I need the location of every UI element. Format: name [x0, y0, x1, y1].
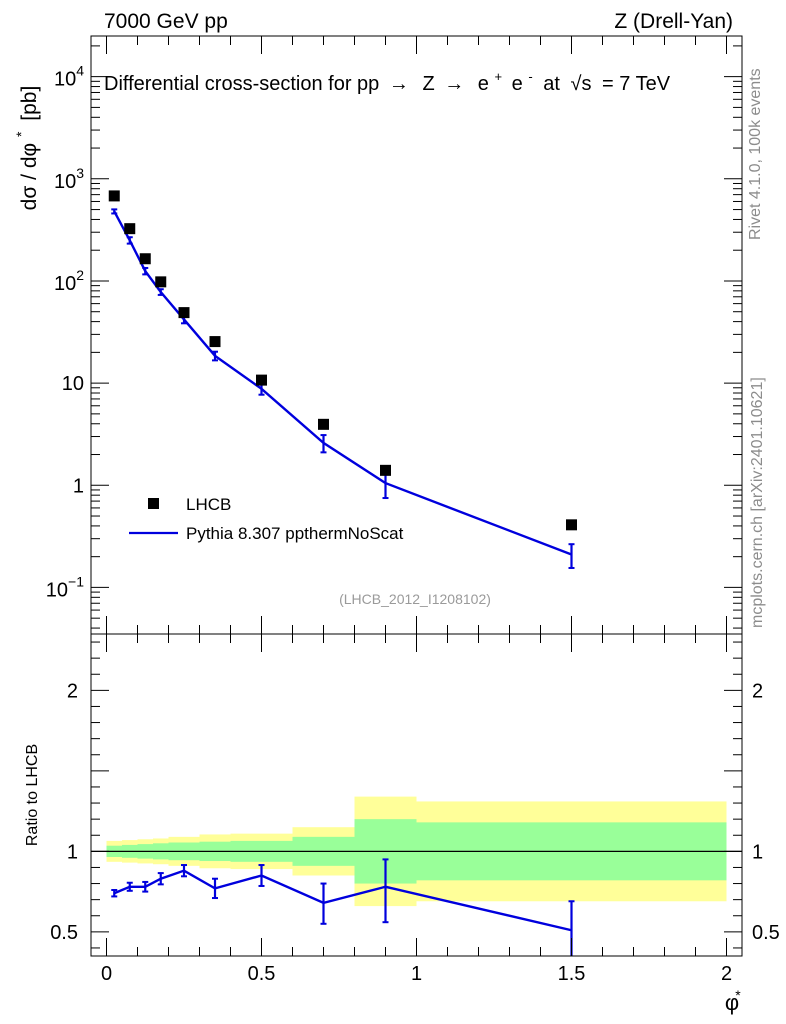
ratio-y-tick-label-right: 2	[752, 680, 763, 702]
ratio-y-tick-label-left: 1	[67, 841, 78, 863]
ratio-mc-curve	[113, 869, 572, 932]
main-y-tick-label: 104	[54, 63, 84, 91]
main-y-tick-label: 10	[62, 373, 84, 395]
main-y-tick-label: 102	[54, 267, 84, 295]
ratio-panel: 0.5 0.5 1 1 2 2 0 0.5 1 1.5 2 Ratio to LHCB φ *	[24, 633, 780, 1015]
title-positron: e	[512, 73, 523, 95]
main-y-tick-base: 10	[54, 171, 76, 193]
ratio-y-tick-label-right: 0.5	[752, 922, 780, 944]
main-frame	[90, 35, 743, 635]
plot-title: Differential cross-section for pp → Z → …	[104, 64, 671, 95]
analysis-watermark: (LHCB_2012_I1208102)	[339, 591, 491, 607]
data-point	[380, 464, 391, 476]
main-y-tick-label: 10−1	[46, 573, 84, 601]
main-y-tick-base: 10	[46, 579, 68, 601]
main-y-tick-label: 103	[54, 165, 84, 193]
main-y-tick-base: 10	[54, 273, 76, 295]
y-label-unit: [pb]	[18, 86, 41, 121]
data-point	[318, 418, 329, 430]
data-point	[209, 336, 221, 348]
ratio-x-tick-label: 1.5	[558, 963, 586, 985]
energy-label: 7000 GeV pp	[104, 10, 228, 33]
main-y-tick-exponent: 4	[76, 63, 84, 79]
rivet-version-label: Rivet 4.1.0, 100k events	[747, 68, 764, 240]
ratio-x-tick-label: 0	[101, 963, 112, 985]
main-y-tick-exponent: −1	[68, 573, 84, 589]
title-main: Differential cross-section for pp	[104, 73, 379, 95]
legend-mc-label: Pythia 8.307 ppthermNoScat	[186, 524, 404, 543]
title-electron: e	[478, 73, 489, 95]
ratio-y-tick-label-right: 1	[752, 841, 763, 863]
legend: LHCB Pythia 8.307 ppthermNoScat	[129, 495, 404, 543]
data-point	[139, 253, 151, 265]
ratio-x-tick-label: 1	[411, 963, 422, 985]
mcplots-label: mcplots.cern.ch [arXiv:2401.10621]	[749, 377, 766, 628]
mc-curve	[113, 210, 572, 556]
x-label-star: *	[735, 987, 741, 1003]
title-arrow-1: →	[389, 73, 409, 95]
title-sqrt-s: √s	[570, 73, 591, 95]
ratio-x-tick-label: 0.5	[248, 963, 276, 985]
legend-data-marker	[148, 498, 159, 509]
data-point	[256, 374, 267, 386]
data-point	[155, 276, 167, 288]
main-y-tick-exponent: 2	[76, 267, 84, 283]
ratio-frame	[90, 633, 743, 957]
ratio-x-tick-label: 2	[721, 963, 732, 985]
main-y-tick-label: 1	[73, 475, 84, 497]
x-label-main: φ	[725, 990, 739, 1015]
title-sup-plus: +	[494, 69, 502, 84]
y-label-star: *	[13, 131, 29, 137]
data-point	[178, 307, 190, 319]
title-z: Z	[422, 73, 434, 95]
main-y-tick-exponent: 3	[76, 165, 84, 181]
title-arrow-2: →	[444, 73, 464, 95]
ratio-y-tick-label-left: 2	[67, 680, 78, 702]
process-label: Z (Drell-Yan)	[614, 10, 733, 33]
ratio-x-axis-label: φ	[725, 990, 739, 1015]
ratio-y-axis-label: Ratio to LHCB	[24, 744, 41, 846]
data-point	[108, 190, 120, 202]
ratio-y-tick-label-left: 0.5	[50, 922, 78, 944]
title-at: at	[543, 73, 560, 95]
y-label-main: dσ / dφ	[18, 143, 41, 210]
data-point	[566, 519, 577, 531]
data-point	[124, 223, 136, 235]
title-energy: = 7 TeV	[602, 73, 671, 95]
main-y-tick-base: 10	[54, 69, 76, 91]
legend-data-label: LHCB	[186, 495, 231, 514]
title-sup-minus: -	[528, 69, 532, 84]
main-y-axis-label: dσ / dφ * [pb]	[8, 86, 41, 211]
